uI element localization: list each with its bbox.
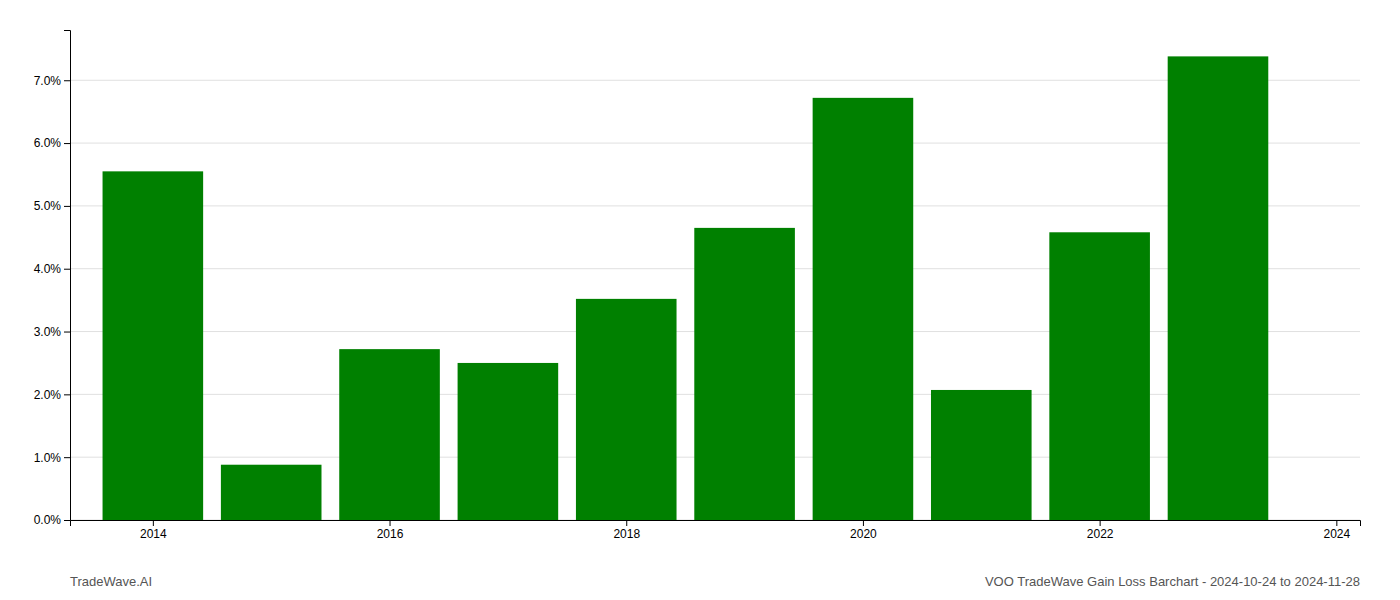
tick: 6.0%	[34, 136, 70, 150]
tick-label: 2016	[377, 527, 404, 541]
annotation: TradeWave.AI	[70, 574, 152, 589]
tick: 2018	[613, 520, 640, 541]
grid-line	[70, 143, 1360, 144]
tick: 2024	[1323, 520, 1350, 541]
bar	[694, 228, 795, 520]
tick-mark	[64, 269, 70, 270]
tick-mark	[64, 394, 70, 395]
bar	[339, 349, 440, 520]
tick: 0.0%	[34, 513, 70, 527]
bar	[813, 98, 914, 520]
x-axis: 2014 2016 2018 2020 2022 2024	[71, 520, 1361, 541]
tick-mark	[1100, 520, 1101, 526]
axis-line	[64, 31, 71, 521]
tick-mark	[390, 520, 391, 526]
chart: 0.0% 1.0% 2.0% 3.0% 4.0% 5.0% 6.0% 7.0% 2014 2016…	[0, 0, 1400, 600]
bar	[576, 299, 677, 520]
tick-label: 0.0%	[34, 513, 62, 527]
grid-line	[70, 205, 1360, 206]
tick: 1.0%	[34, 451, 70, 465]
grid	[70, 80, 1360, 520]
tick-label: 2022	[1087, 527, 1114, 541]
tick-label: 2024	[1323, 527, 1350, 541]
tick: 2022	[1087, 520, 1114, 541]
tick-mark	[153, 520, 154, 526]
tick-label: 2020	[850, 527, 877, 541]
tick-label: 7.0%	[34, 74, 62, 88]
bar	[1168, 56, 1269, 520]
bar	[1049, 232, 1150, 520]
annotation: VOO TradeWave Gain Loss Barchart - 2024-…	[985, 574, 1360, 589]
tick-mark	[64, 143, 70, 144]
tick: 2014	[140, 520, 167, 541]
footer: TradeWave.AI VOO TradeWave Gain Loss Barc…	[70, 574, 1360, 589]
tick: 2020	[850, 520, 877, 541]
bar	[221, 465, 322, 520]
bar	[103, 171, 204, 520]
bars	[103, 56, 1269, 520]
tick-mark	[1336, 520, 1337, 526]
bar	[458, 363, 559, 520]
tick: 3.0%	[34, 325, 70, 339]
tick-label: 3.0%	[34, 325, 62, 339]
tick: 7.0%	[34, 74, 70, 88]
tick-label: 2018	[613, 527, 640, 541]
tick-mark	[863, 520, 864, 526]
tick-label: 1.0%	[34, 451, 62, 465]
axis-line	[71, 521, 1361, 527]
tick: 2.0%	[34, 388, 70, 402]
bar	[931, 390, 1032, 520]
tick: 5.0%	[34, 199, 70, 213]
tick-label: 5.0%	[34, 199, 62, 213]
y-axis: 0.0% 1.0% 2.0% 3.0% 4.0% 5.0% 6.0% 7.0%	[34, 31, 71, 528]
tick-label: 6.0%	[34, 136, 62, 150]
tick-label: 2.0%	[34, 388, 62, 402]
tick: 2016	[377, 520, 404, 541]
tick: 4.0%	[34, 262, 70, 276]
tick-label: 4.0%	[34, 262, 62, 276]
tick-mark	[64, 332, 70, 333]
tick-mark	[64, 206, 70, 207]
plot: 0.0% 1.0% 2.0% 3.0% 4.0% 5.0% 6.0% 7.0% 2014 2016…	[34, 31, 1361, 541]
tick-label: 2014	[140, 527, 167, 541]
tick-mark	[64, 520, 70, 521]
tick-mark	[626, 520, 627, 526]
tick-mark	[64, 80, 70, 81]
grid-line	[70, 80, 1360, 81]
tick-mark	[64, 457, 70, 458]
